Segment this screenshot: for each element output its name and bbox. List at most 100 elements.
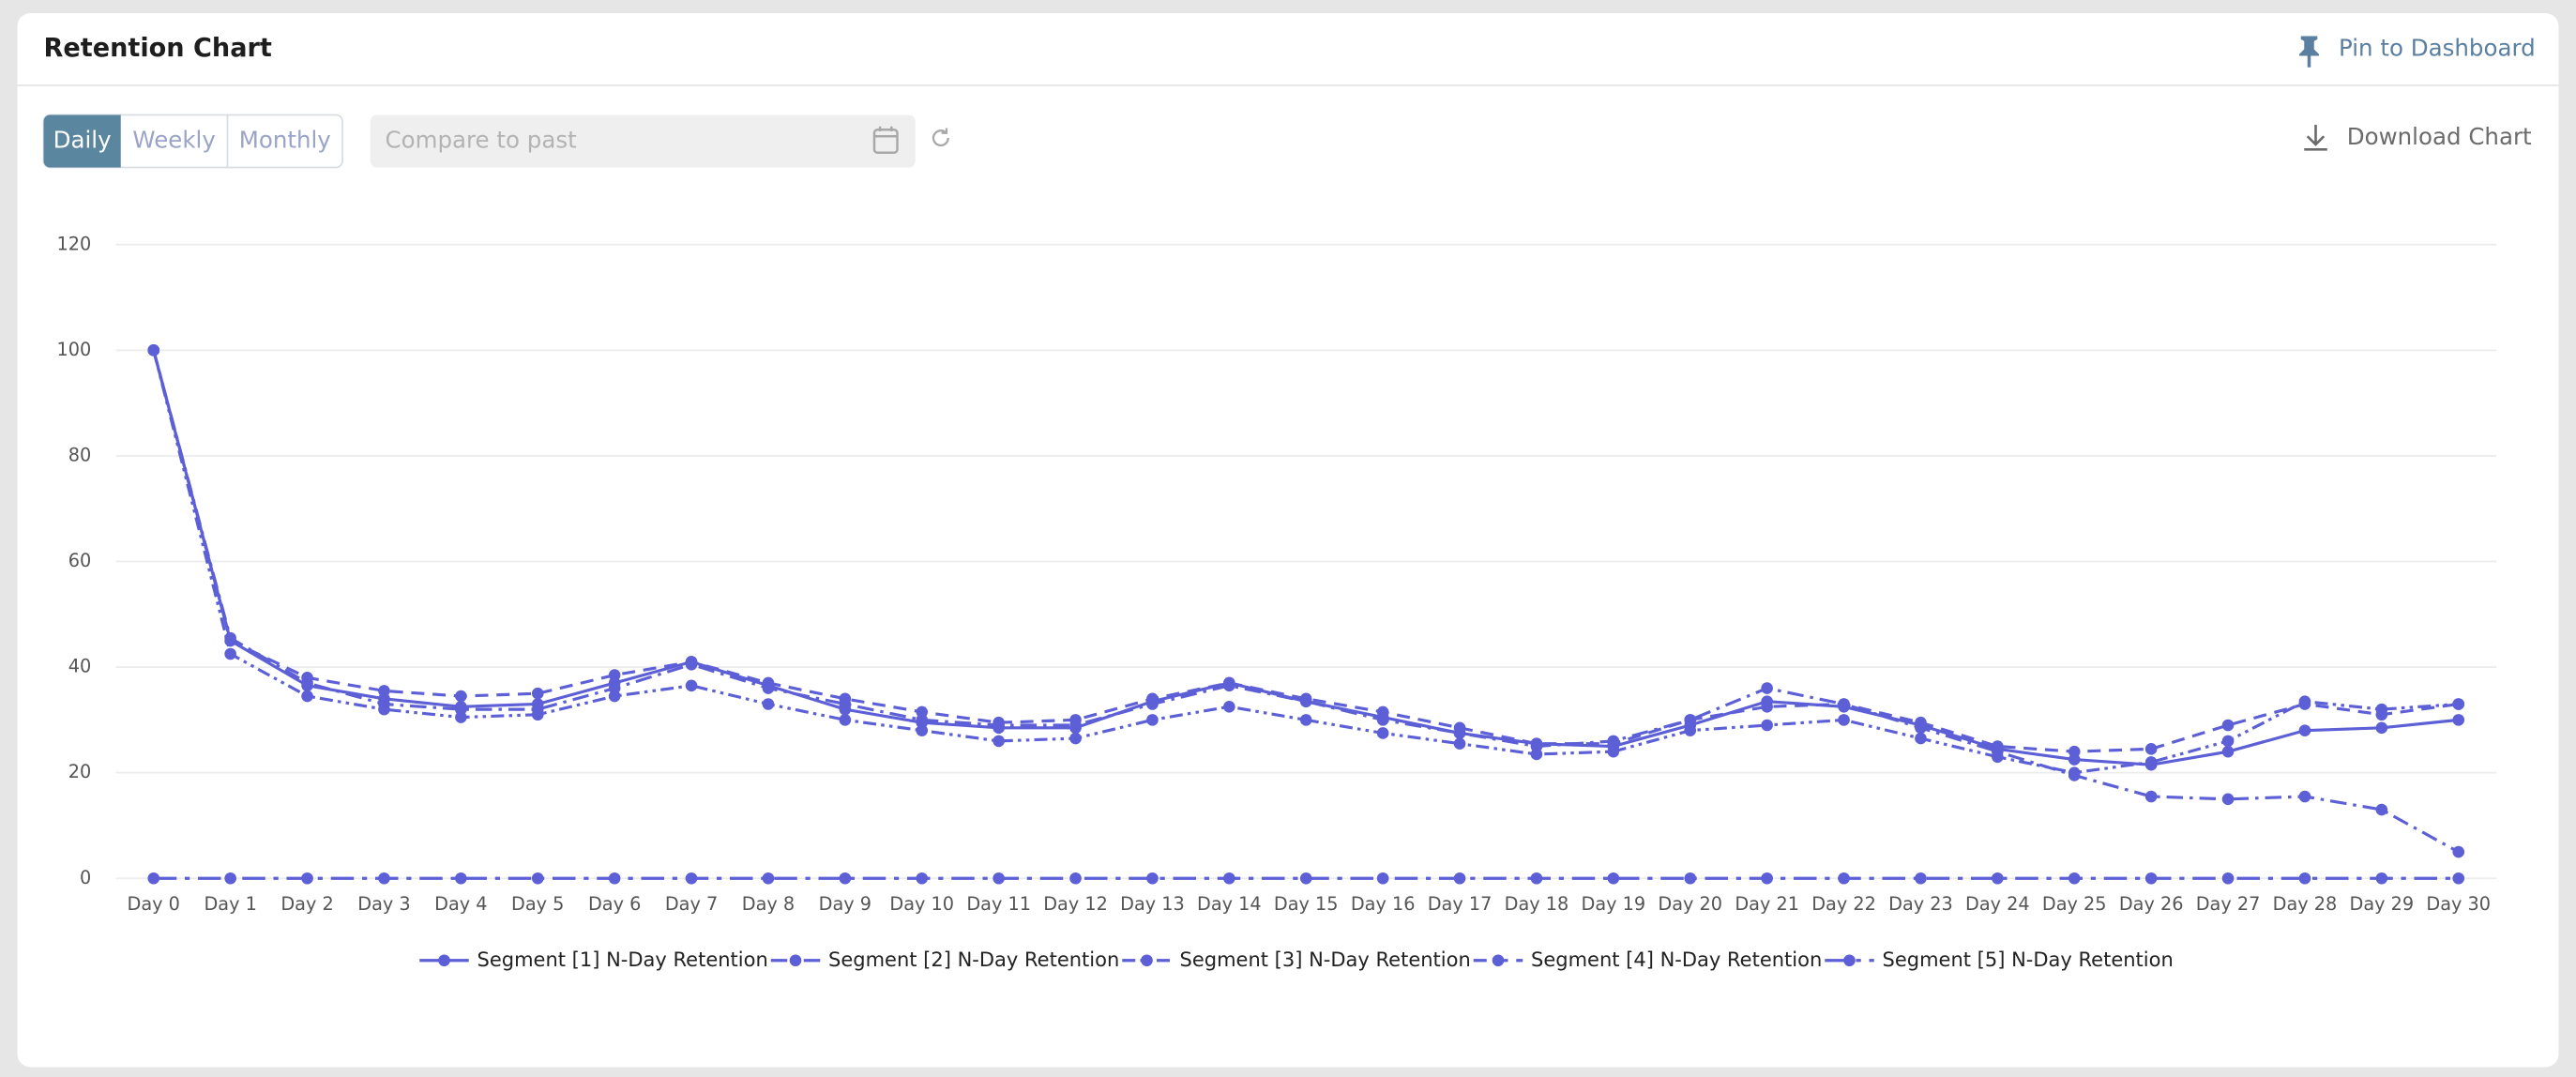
data-point <box>685 872 698 885</box>
data-point <box>1530 737 1543 751</box>
x-tick-label: Day 9 <box>819 893 871 915</box>
compare-box[interactable] <box>370 114 916 168</box>
data-point <box>993 716 1005 729</box>
download-label: Download Chart <box>2347 123 2532 150</box>
data-point <box>1223 676 1235 690</box>
data-point <box>2221 793 2235 806</box>
data-point <box>1069 732 1082 745</box>
data-point <box>1761 872 1773 885</box>
legend-marker <box>1492 954 1505 967</box>
weekly-button[interactable]: Weekly <box>132 127 215 154</box>
data-point <box>916 872 929 885</box>
data-point <box>1992 751 2004 764</box>
data-point <box>1761 682 1773 694</box>
x-tick-label: Day 15 <box>1274 893 1339 915</box>
compare-placeholder: Compare to past <box>386 127 578 154</box>
calendar-icon <box>872 126 899 154</box>
legend: Segment [1] N-Day Retention Segment [2] N… <box>419 948 2174 971</box>
y-tick-label: 20 <box>68 761 92 782</box>
data-point <box>531 872 544 885</box>
data-point <box>2298 724 2311 736</box>
daily-button[interactable] <box>43 114 121 168</box>
data-point <box>2452 845 2465 858</box>
x-tick-label: Day 5 <box>511 893 564 915</box>
chart: 0 20 40 60 80 100 120 Day 0 Day 1 Day 2 Day 3 Day 4… <box>57 233 2496 971</box>
reset-button[interactable] <box>932 128 949 147</box>
data-point <box>1684 724 1697 736</box>
data-point <box>1761 719 1773 732</box>
data-point <box>1838 714 1850 726</box>
x-tick-label: Day 24 <box>1965 893 2030 915</box>
x-tick-label: Day 10 <box>889 893 954 915</box>
data-point <box>2452 714 2465 726</box>
data-point <box>1376 727 1389 739</box>
x-tick-label: Day 19 <box>1582 893 1646 915</box>
x-tick-label: Day 17 <box>1428 893 1493 915</box>
data-point <box>2375 708 2388 721</box>
x-tick-label: Day 7 <box>665 893 718 915</box>
x-tick-label: Day 0 <box>128 893 180 915</box>
data-point <box>1146 692 1159 705</box>
data-point <box>1299 714 1312 726</box>
data-point <box>1915 716 1927 729</box>
pin-button[interactable]: Pin to Dashboard <box>2299 35 2536 68</box>
x-tick-label: Day 26 <box>2119 893 2184 915</box>
data-point <box>455 872 467 885</box>
monthly-button[interactable]: Monthly <box>239 127 331 154</box>
x-tick-label: Day 22 <box>1811 893 1876 915</box>
data-point <box>531 687 544 700</box>
compare-input[interactable]: Compare to past <box>370 114 916 168</box>
data-point <box>1915 872 1927 885</box>
data-point <box>1453 737 1466 751</box>
data-point <box>839 872 852 885</box>
data-point <box>1376 872 1389 885</box>
legend-label: Segment [5] N-Day Retention <box>1883 948 2174 971</box>
data-point <box>147 872 160 885</box>
series <box>147 872 2465 885</box>
x-tick-label: Day 13 <box>1120 893 1185 915</box>
data-point <box>2068 872 2081 885</box>
x-tick-label: Day 11 <box>966 893 1031 915</box>
x-tick-label: Day 4 <box>434 893 487 915</box>
y-tick-label: 60 <box>68 550 92 571</box>
data-point <box>608 872 621 885</box>
data-point <box>2144 790 2158 803</box>
x-tick-label: Day 28 <box>2273 893 2338 915</box>
data-point <box>1915 732 1927 745</box>
data-point <box>301 672 313 684</box>
data-point <box>608 669 621 681</box>
data-point <box>762 676 775 690</box>
daily-label[interactable]: Daily <box>53 127 112 154</box>
pin-label: Pin to Dashboard <box>2339 35 2536 62</box>
data-point <box>2375 721 2388 735</box>
x-tick-label: Day 18 <box>1505 893 1569 915</box>
data-point <box>2298 698 2311 710</box>
pin-icon <box>2299 36 2319 68</box>
data-point <box>2221 745 2235 758</box>
x-tick-label: Day 14 <box>1197 893 1262 915</box>
data-point <box>224 634 236 647</box>
data-point <box>2452 872 2465 885</box>
x-tick-label: Day 3 <box>357 893 410 915</box>
data-point <box>2221 735 2235 748</box>
download-button[interactable]: Download Chart <box>2304 123 2532 151</box>
legend-marker <box>789 954 802 967</box>
data-point <box>1376 705 1389 719</box>
data-point <box>1299 872 1312 885</box>
data-point <box>1992 740 2004 752</box>
data-point <box>1453 872 1466 885</box>
data-point <box>2221 872 2235 885</box>
data-point <box>1223 872 1235 885</box>
legend-label: Segment [1] N-Day Retention <box>477 948 768 971</box>
legend-label: Segment [3] N-Day Retention <box>1180 948 1471 971</box>
data-point <box>993 872 1005 885</box>
data-point <box>2298 790 2311 803</box>
data-point <box>2452 698 2465 710</box>
x-tick-label: Day 25 <box>2042 893 2107 915</box>
data-point <box>1530 872 1543 885</box>
x-tick-label: Day 8 <box>742 893 795 915</box>
x-tick-label: Day 27 <box>2196 893 2261 915</box>
x-tick-label: Day 1 <box>204 893 256 915</box>
data-point <box>1069 872 1082 885</box>
data-point <box>1684 872 1697 885</box>
